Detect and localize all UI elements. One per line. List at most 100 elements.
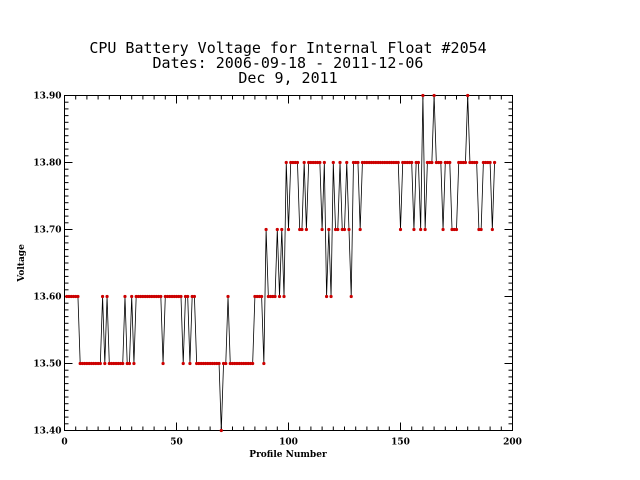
data-point	[266, 294, 270, 299]
data-point	[311, 160, 315, 165]
data-point	[492, 160, 497, 165]
data-point	[302, 160, 306, 165]
data-point	[419, 227, 423, 232]
data-point	[89, 361, 93, 366]
data-point	[443, 160, 447, 165]
data-point	[74, 294, 78, 299]
data-point	[351, 160, 356, 165]
data-point	[201, 361, 205, 366]
y-axis: 13.40 13.50 13.60 13.70 13.80 13.90	[33, 92, 61, 437]
data-point	[103, 361, 107, 366]
data-point	[477, 227, 481, 232]
x-axis-label: Profile Number	[249, 450, 327, 460]
data-point	[192, 294, 197, 299]
data-point	[300, 227, 304, 232]
data-point	[199, 361, 203, 366]
data-point	[275, 227, 279, 232]
data-point	[392, 160, 396, 165]
data-point	[461, 160, 465, 165]
data-point	[387, 160, 391, 165]
data-point	[159, 294, 163, 299]
data-point	[430, 160, 434, 165]
data-point	[293, 160, 297, 165]
data-point	[80, 361, 85, 366]
data-point	[490, 227, 494, 232]
data-point	[450, 227, 454, 232]
y-axis-label: Voltage	[17, 244, 27, 283]
data-point	[136, 294, 141, 299]
data-point	[277, 294, 282, 299]
data-point	[470, 160, 474, 165]
data-point	[356, 160, 360, 165]
x-tick-label: 0	[61, 438, 67, 448]
x-tick-label: 200	[503, 438, 522, 448]
y-tick-label: 13.40	[33, 427, 61, 437]
data-point	[127, 361, 132, 366]
data-point	[329, 294, 333, 299]
data-point	[85, 361, 89, 366]
plot-frame	[64, 95, 513, 431]
data-point	[342, 227, 347, 232]
data-point	[282, 294, 286, 299]
data-point	[385, 160, 389, 165]
data-point	[255, 294, 259, 299]
y-tick-label: 13.90	[33, 92, 61, 102]
data-point	[378, 160, 382, 165]
data-point	[405, 160, 409, 165]
data-point	[235, 361, 239, 366]
data-point	[412, 227, 416, 232]
data-point	[289, 160, 293, 165]
data-point	[239, 361, 244, 366]
data-point	[463, 160, 468, 165]
data-point	[219, 428, 223, 433]
data-point	[466, 93, 470, 98]
x-tick-label: 50	[170, 438, 183, 448]
data-point	[369, 160, 373, 165]
data-point	[360, 160, 365, 165]
data-point	[488, 160, 492, 165]
data-point	[226, 294, 230, 299]
data-point	[230, 361, 235, 366]
data-point	[244, 361, 248, 366]
data-point	[92, 361, 96, 366]
data-point	[221, 361, 226, 366]
data-point	[452, 227, 456, 232]
data-point	[183, 294, 188, 299]
data-point	[376, 160, 380, 165]
data-point	[347, 227, 351, 232]
chart-title-line-1: CPU Battery Voltage for Internal Float #…	[89, 39, 486, 57]
data-point	[260, 294, 264, 299]
data-point	[309, 160, 313, 165]
data-point	[78, 361, 82, 366]
data-point	[168, 294, 172, 299]
data-point	[414, 160, 418, 165]
series-line	[66, 95, 495, 431]
data-point	[206, 361, 210, 366]
data-point	[130, 294, 134, 299]
data-point	[436, 160, 441, 165]
data-point	[280, 227, 284, 232]
data-point	[143, 294, 147, 299]
data-point	[333, 227, 338, 232]
data-point	[336, 227, 340, 232]
data-point	[394, 160, 398, 165]
data-point	[172, 294, 176, 299]
data-point	[322, 160, 326, 165]
data-point	[125, 361, 129, 366]
data-point	[228, 361, 232, 366]
data-point	[145, 294, 149, 299]
data-point	[340, 227, 344, 232]
data-point	[434, 160, 438, 165]
data-point	[123, 294, 127, 299]
data-point	[139, 294, 143, 299]
data-point	[396, 160, 400, 165]
data-point	[454, 227, 459, 232]
data-point	[372, 160, 376, 165]
data-point	[212, 361, 217, 366]
chart-title-line-2: Dates: 2006-09-18 - 2011-12-06	[153, 54, 424, 72]
data-point	[190, 294, 194, 299]
y-tick-label: 13.80	[33, 159, 61, 169]
data-point	[365, 160, 369, 165]
data-point	[148, 294, 152, 299]
data-point	[141, 294, 145, 299]
